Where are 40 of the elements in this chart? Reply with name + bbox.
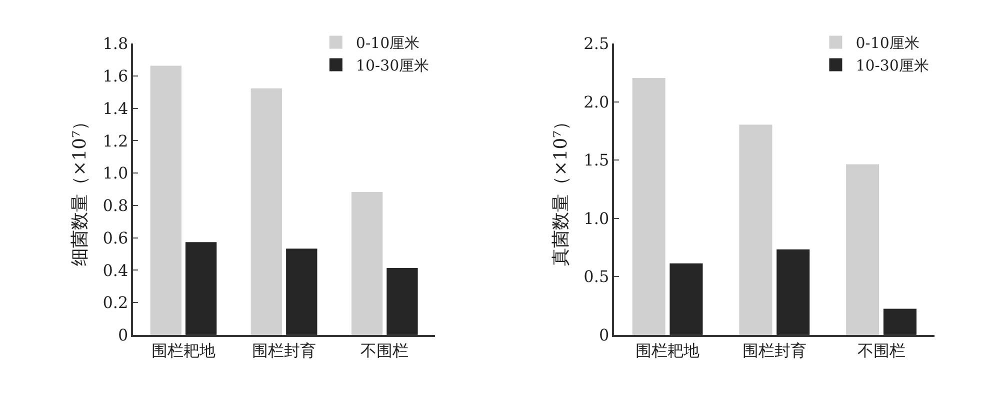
y-tick-label: 1.2: [102, 131, 128, 150]
y-tick-label: 0.6: [102, 228, 128, 248]
y-tick-label: 0.4: [102, 260, 128, 280]
y-tick-label: 0.2: [102, 293, 128, 312]
bar: [739, 124, 772, 335]
bar: [846, 164, 880, 335]
bar: [670, 263, 703, 335]
bar: [185, 242, 217, 335]
y-tick-label: 1.5: [584, 150, 610, 170]
x-tick-label: 围栏耙地: [151, 340, 216, 360]
x-tick-label: 围栏耙地: [636, 340, 700, 360]
x-tick-label: 围栏封育: [742, 340, 806, 360]
bar: [286, 248, 318, 335]
x-tick-label: 不围栏: [857, 340, 906, 360]
bar: [351, 192, 383, 335]
x-tick-label: 围栏封育: [252, 340, 316, 360]
y-tick-label: 2.0: [584, 92, 610, 112]
legend-label: 0-10厘米: [356, 34, 420, 52]
y-tick-label: 1.0: [102, 164, 128, 183]
bar: [883, 308, 917, 335]
legend-label: 10-30厘米: [856, 56, 929, 75]
legend-label: 0-10厘米: [856, 34, 920, 52]
bar: [386, 268, 418, 335]
legend-label: 10-30厘米: [356, 56, 430, 75]
y-tick-label: 2.5: [584, 34, 610, 54]
bar: [776, 249, 810, 335]
y-axis-title: 真菌数量（×10⁷）: [550, 112, 572, 266]
bar: [250, 88, 282, 335]
x-tick-label: 不围栏: [360, 340, 409, 360]
y-tick-label: 0: [598, 326, 610, 344]
y-tick-label: 0.8: [102, 196, 128, 216]
y-tick-label: 0: [118, 326, 128, 344]
y-tick-label: 1.0: [584, 208, 610, 228]
y-axis-title: 细菌数量（×10⁷）: [69, 112, 90, 266]
y-tick-label: 1.6: [102, 66, 128, 86]
y-tick-label: 1.8: [102, 34, 128, 54]
y-tick-label: 1.4: [102, 98, 128, 118]
bar: [632, 78, 666, 335]
y-tick-label: 0.5: [584, 267, 610, 286]
bar: [150, 66, 182, 335]
